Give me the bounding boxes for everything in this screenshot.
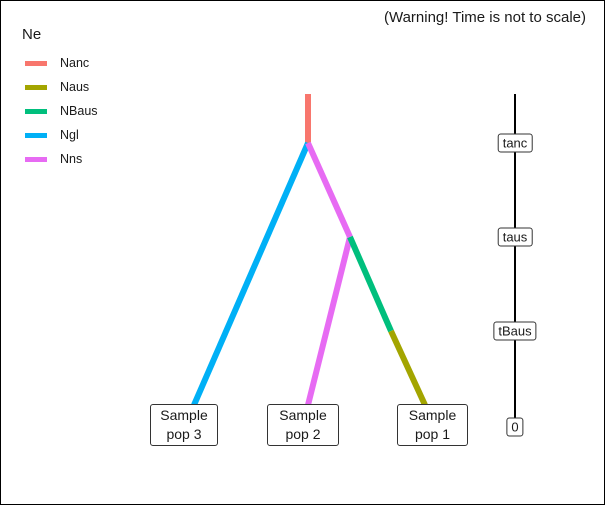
legend-item-nanc: Nanc [25, 55, 89, 71]
legend-swatch-ngl [25, 132, 47, 138]
sample-pop-3-line2: pop 3 [166, 426, 202, 442]
time-label-tanc: tanc [497, 133, 533, 153]
legend-item-nns: Nns [25, 151, 82, 167]
sample-pop-2-line2: pop 2 [285, 426, 321, 442]
legend-swatch-nbaus [25, 108, 47, 114]
legend-swatch-naus [25, 84, 47, 90]
branch-nns-upper [305, 141, 353, 239]
sample-pop-3-box: Sample pop 3 [150, 404, 218, 446]
legend-item-ngl: Ngl [25, 127, 79, 143]
warning-note: (Warning! Time is not to scale) [383, 9, 586, 26]
branch-nns-lower [305, 236, 353, 406]
legend-label-naus: Naus [60, 80, 90, 94]
legend-swatch-nns [25, 156, 47, 162]
legend-swatch-nanc [25, 60, 47, 66]
time-label-tbaus: tBaus [493, 321, 537, 341]
legend-title: Ne [22, 26, 42, 43]
time-label-taus: taus [497, 227, 533, 247]
legend-label-nanc: Nanc [60, 56, 90, 70]
sample-pop-1-line2: pop 1 [414, 426, 451, 442]
legend-label-ngl: Ngl [60, 128, 79, 142]
sample-pop-1-line1: Sample [408, 407, 457, 423]
sample-pop-3-line1: Sample [160, 407, 208, 423]
sample-pop-2-box: Sample pop 2 [267, 404, 339, 446]
legend-item-naus: Naus [25, 79, 89, 95]
legend-label-nbaus: NBaus [60, 104, 98, 118]
branch-nbaus [347, 235, 394, 333]
legend-label-nns: Nns [60, 152, 83, 166]
branch-naus [388, 329, 428, 407]
legend-item-nbaus: NBaus [25, 103, 98, 119]
sample-pop-2-line1: Sample [279, 407, 327, 423]
sample-pop-1-box: Sample pop 1 [397, 404, 468, 446]
branch-ngl [191, 141, 311, 407]
time-label-zero: 0 [506, 417, 524, 437]
